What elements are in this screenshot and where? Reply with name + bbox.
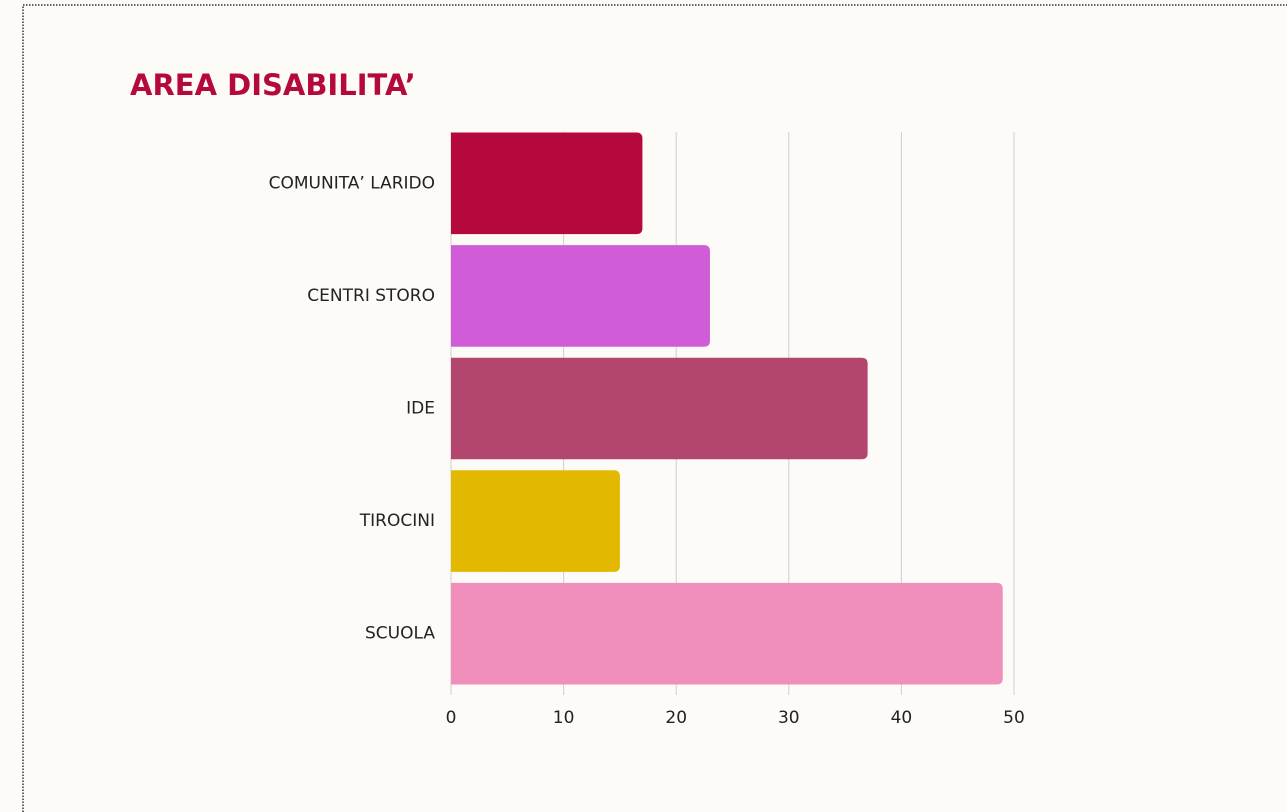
y-tick-label: SCUOLA — [365, 624, 435, 644]
x-tick-label: 20 — [665, 708, 687, 728]
y-tick-label: CENTRI STORO — [307, 286, 435, 306]
x-tick-label: 0 — [446, 708, 457, 728]
x-tick-label: 10 — [553, 708, 575, 728]
y-tick-label: IDE — [406, 399, 435, 419]
bar — [451, 582, 1003, 685]
bar — [451, 245, 710, 347]
x-tick-label: 50 — [1003, 708, 1025, 728]
x-tick-label: 30 — [778, 708, 800, 728]
chart-title: AREA DISABILITA’ — [130, 68, 416, 102]
y-tick-label: COMUNITA’ LARIDO — [269, 173, 435, 193]
bar — [451, 470, 620, 572]
y-tick-label: TIROCINI — [359, 511, 435, 531]
x-tick-label: 40 — [891, 708, 913, 728]
bar — [451, 357, 868, 460]
bar — [451, 132, 643, 235]
